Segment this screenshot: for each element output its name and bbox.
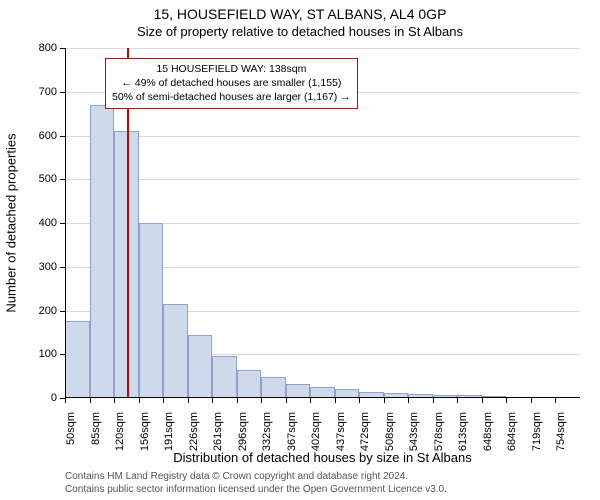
footer-line-2: Contains public sector information licen…	[65, 483, 447, 496]
y-tick-mark	[60, 48, 65, 49]
x-tick-mark	[163, 398, 164, 403]
x-tick-mark	[384, 398, 385, 403]
x-tick-label: 50sqm	[65, 412, 77, 458]
x-tick-label: 684sqm	[506, 412, 518, 458]
chart-title-sub: Size of property relative to detached ho…	[0, 22, 600, 39]
gridline	[65, 48, 580, 49]
x-tick-mark	[457, 398, 458, 403]
y-tick-label: 200	[27, 305, 57, 317]
y-axis-line	[65, 48, 66, 398]
y-tick-mark	[60, 92, 65, 93]
x-tick-mark	[286, 398, 287, 403]
x-tick-mark	[506, 398, 507, 403]
chart-container: 15, HOUSEFIELD WAY, ST ALBANS, AL4 0GP S…	[0, 0, 600, 500]
x-tick-mark	[335, 398, 336, 403]
x-tick-mark	[359, 398, 360, 403]
histogram-bar	[237, 370, 262, 398]
annotation-line: 50% of semi-detached houses are larger (…	[112, 90, 351, 104]
x-axis-label: Distribution of detached houses by size …	[173, 450, 471, 465]
chart-title-main: 15, HOUSEFIELD WAY, ST ALBANS, AL4 0GP	[0, 0, 600, 22]
y-tick-label: 600	[27, 130, 57, 142]
x-tick-mark	[237, 398, 238, 403]
y-tick-label: 100	[27, 348, 57, 360]
y-tick-mark	[60, 354, 65, 355]
x-tick-label: 754sqm	[555, 412, 567, 458]
histogram-bar	[65, 321, 90, 398]
y-tick-label: 300	[27, 261, 57, 273]
y-tick-label: 800	[27, 42, 57, 54]
x-tick-label: 648sqm	[482, 412, 494, 458]
x-tick-mark	[555, 398, 556, 403]
histogram-bar	[286, 384, 311, 398]
x-tick-label: 719sqm	[531, 412, 543, 458]
x-tick-mark	[188, 398, 189, 403]
x-tick-mark	[261, 398, 262, 403]
annotation-line: 15 HOUSEFIELD WAY: 138sqm	[112, 62, 351, 76]
y-axis-label: Number of detached properties	[4, 133, 19, 312]
gridline	[65, 136, 580, 137]
x-tick-mark	[139, 398, 140, 403]
x-tick-mark	[310, 398, 311, 403]
x-tick-label: 156sqm	[139, 412, 151, 458]
histogram-bar	[212, 356, 237, 398]
x-tick-mark	[433, 398, 434, 403]
gridline	[65, 179, 580, 180]
x-tick-mark	[408, 398, 409, 403]
y-tick-mark	[60, 179, 65, 180]
y-tick-label: 400	[27, 217, 57, 229]
y-tick-mark	[60, 136, 65, 137]
y-tick-label: 0	[27, 392, 57, 404]
footer-line-1: Contains HM Land Registry data © Crown c…	[65, 470, 447, 483]
y-tick-mark	[60, 267, 65, 268]
y-tick-mark	[60, 311, 65, 312]
y-tick-mark	[60, 223, 65, 224]
annotation-line: ← 49% of detached houses are smaller (1,…	[112, 76, 351, 90]
annotation-box: 15 HOUSEFIELD WAY: 138sqm← 49% of detach…	[105, 58, 358, 109]
x-tick-mark	[482, 398, 483, 403]
histogram-bar	[188, 335, 213, 398]
y-tick-label: 500	[27, 173, 57, 185]
x-axis-line	[65, 397, 580, 398]
x-tick-mark	[212, 398, 213, 403]
x-tick-label: 120sqm	[114, 412, 126, 458]
x-tick-mark	[531, 398, 532, 403]
histogram-bar	[139, 223, 164, 398]
x-tick-mark	[114, 398, 115, 403]
histogram-bar	[261, 377, 286, 398]
x-tick-mark	[90, 398, 91, 403]
footer-attribution: Contains HM Land Registry data © Crown c…	[65, 470, 447, 496]
x-tick-label: 85sqm	[90, 412, 102, 458]
histogram-bar	[163, 304, 188, 398]
y-tick-label: 700	[27, 86, 57, 98]
x-tick-mark	[65, 398, 66, 403]
histogram-bar	[90, 105, 115, 398]
plot-area: 15 HOUSEFIELD WAY: 138sqm← 49% of detach…	[65, 48, 580, 398]
